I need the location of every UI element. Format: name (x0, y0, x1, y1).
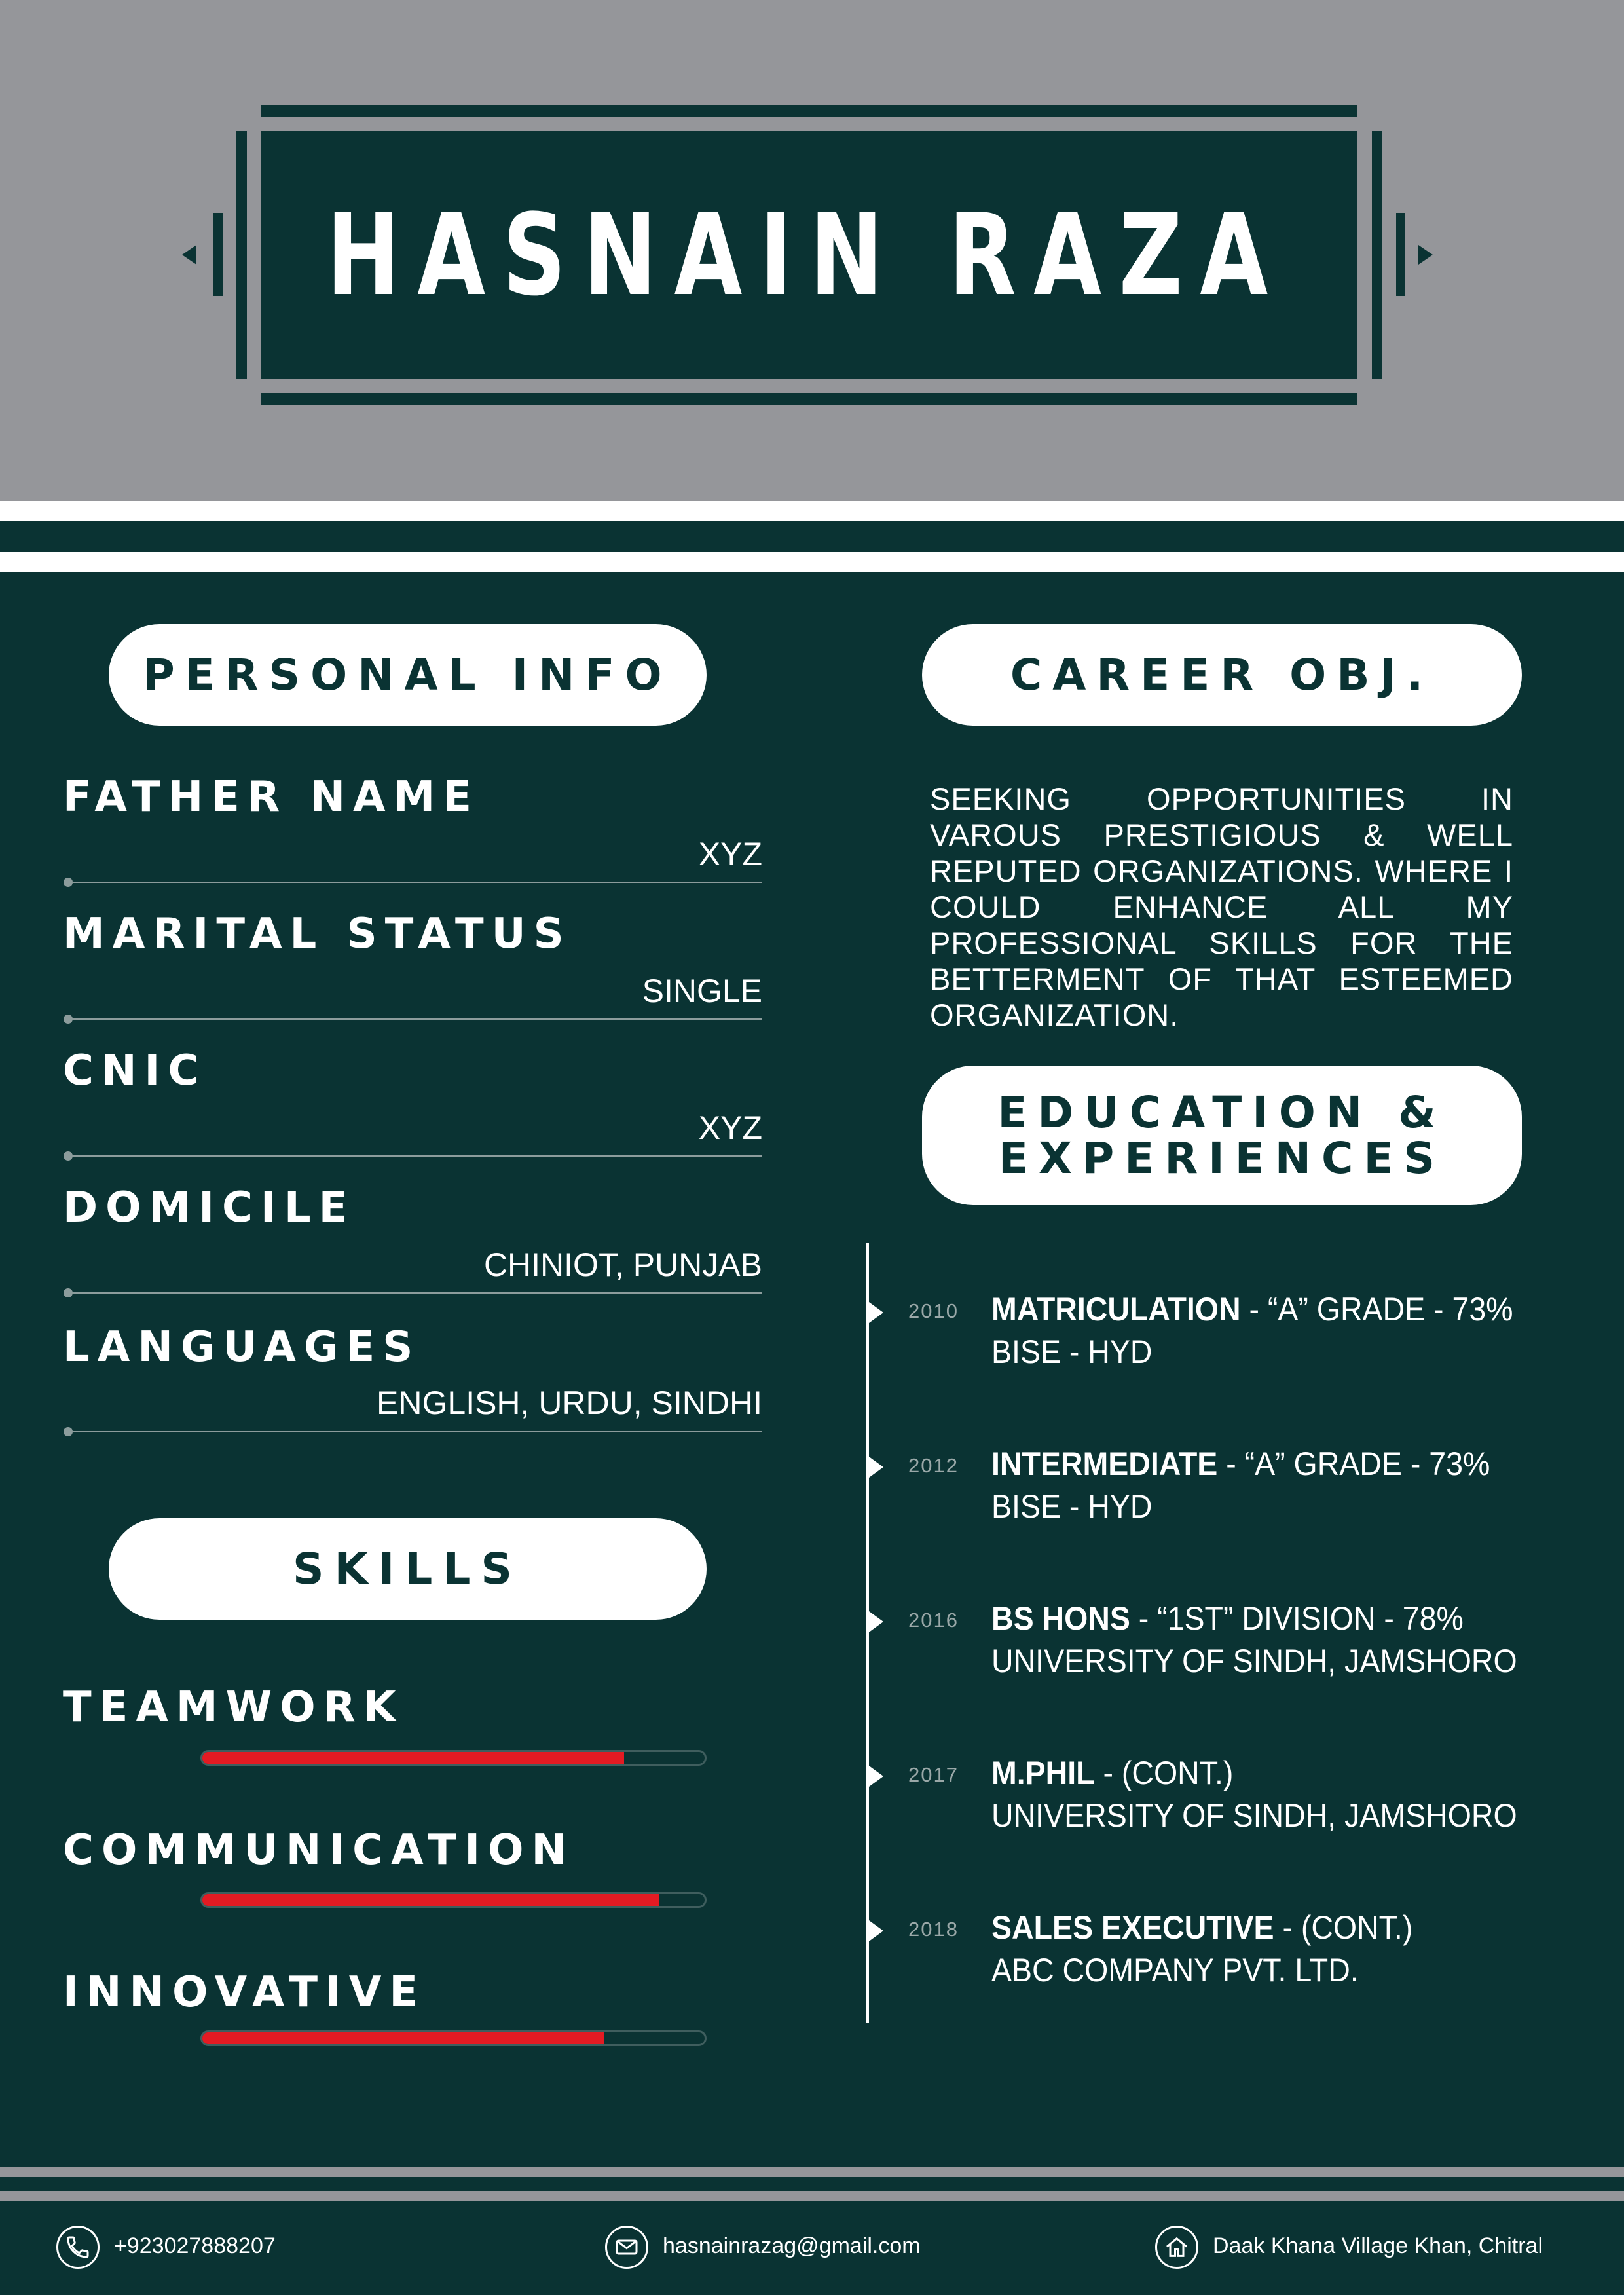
career-heading-text: CAREER OBJ. (1010, 649, 1434, 700)
skill-progress-fill (202, 2032, 604, 2044)
entry-title: SALES EXECUTIVE (991, 1909, 1274, 1946)
divider-stripe-bottom (0, 552, 1624, 572)
entry-title: MATRICULATION (991, 1291, 1241, 1328)
timeline-year: 2016 (908, 1609, 959, 1632)
timeline-year: 2017 (908, 1763, 959, 1786)
phone-icon (56, 2226, 100, 2269)
timeline-title: SALES EXECUTIVE - (CONT.) (991, 1909, 1412, 1947)
career-heading: CAREER OBJ. (922, 624, 1522, 726)
personal-info-heading: PERSONAL INFO (109, 624, 707, 726)
entry-title: INTERMEDIATE (991, 1446, 1218, 1482)
name-plate: HASNAIN RAZA (261, 131, 1357, 379)
field-value: CHINIOT, PUNJAB (483, 1246, 762, 1283)
career-objective-text: SEEKING OPPORTUNITIES IN VAROUS PRESTIGI… (930, 781, 1513, 1032)
skill-progress-fill (202, 1752, 625, 1764)
field-underline (68, 1155, 762, 1157)
skills-heading: SKILLS (109, 1518, 707, 1620)
divider-stripe-top (0, 501, 1624, 521)
footer-stripe-top (0, 2167, 1624, 2177)
field-value: ENGLISH, URDU, SINDHI (377, 1385, 762, 1421)
skill-progress-bar (200, 1892, 707, 1908)
timeline-arrow-icon (869, 1457, 883, 1478)
field-label: FATHER NAME (63, 773, 479, 821)
entry-detail: - “A” GRADE - 73% (1240, 1291, 1513, 1328)
timeline-year: 2010 (908, 1299, 959, 1322)
timeline-year: 2018 (908, 1918, 959, 1941)
field-underline (68, 1018, 762, 1020)
education-heading-line2: EXPERIENCES (998, 1132, 1446, 1184)
entry-detail: - “A” GRADE - 73% (1217, 1446, 1490, 1482)
field-label: CNIC (63, 1047, 207, 1095)
timeline-line (866, 1243, 869, 2023)
skill-progress-bar (200, 1750, 707, 1766)
field-underline (68, 1292, 762, 1294)
field-label: LANGUAGES (63, 1323, 421, 1371)
entry-detail: - (CONT.) (1094, 1755, 1234, 1791)
timeline-arrow-icon (869, 1920, 883, 1941)
timeline-title: INTERMEDIATE - “A” GRADE - 73% (991, 1445, 1490, 1483)
timeline-subtitle: ABC COMPANY PVT. LTD. (991, 1952, 1359, 1988)
timeline-title: BS HONS - “1ST” DIVISION - 78% (991, 1599, 1464, 1637)
name-top-bar (261, 105, 1357, 117)
timeline-subtitle: BISE - HYD (991, 1334, 1153, 1370)
field-underline (68, 882, 762, 883)
footer-email[interactable]: hasnainrazag@gmail.com (663, 2233, 921, 2258)
name-left-bracket (236, 131, 247, 379)
timeline-subtitle: UNIVERSITY OF SINDH, JAMSHORO (991, 1643, 1517, 1679)
skill-progress-fill (202, 1894, 659, 1906)
education-heading-line1: EDUCATION & (997, 1087, 1447, 1138)
footer-phone[interactable]: +923027888207 (114, 2233, 276, 2258)
footer-address: Daak Khana Village Khan, Chitral (1213, 2233, 1543, 2258)
field-value: XYZ (698, 1110, 762, 1146)
skills-heading-text: SKILLS (293, 1543, 523, 1594)
timeline-year: 2012 (908, 1454, 959, 1477)
name-left-small-bracket (213, 213, 223, 296)
timeline-subtitle: UNIVERSITY OF SINDH, JAMSHORO (991, 1797, 1517, 1834)
footer-stripe-bottom (0, 2191, 1624, 2201)
field-label: DOMICILE (63, 1184, 356, 1232)
field-underline (68, 1431, 762, 1432)
right-arrow-icon (1418, 245, 1433, 265)
personal-info-heading-text: PERSONAL INFO (143, 649, 673, 700)
education-heading: EDUCATION & EXPERIENCES (922, 1066, 1522, 1205)
name-right-small-bracket (1396, 213, 1405, 296)
skill-label: COMMUNICATION (63, 1826, 575, 1875)
timeline-arrow-icon (869, 1302, 883, 1323)
field-value: SINGLE (642, 973, 762, 1009)
timeline-arrow-icon (869, 1766, 883, 1787)
entry-detail: - “1ST” DIVISION - 78% (1130, 1600, 1464, 1637)
name-right-bracket (1372, 131, 1382, 379)
field-label: MARITAL STATUS (63, 910, 572, 958)
skill-label: INNOVATIVE (63, 1968, 426, 2017)
person-name: HASNAIN RAZA (326, 189, 1286, 321)
timeline-title: M.PHIL - (CONT.) (991, 1754, 1233, 1792)
left-arrow-icon (182, 245, 196, 265)
timeline-subtitle: BISE - HYD (991, 1488, 1153, 1525)
mail-icon (605, 2226, 648, 2269)
name-bottom-bar (261, 393, 1357, 405)
skill-progress-bar (200, 2030, 707, 2046)
home-icon (1155, 2226, 1198, 2269)
timeline-title: MATRICULATION - “A” GRADE - 73% (991, 1290, 1513, 1328)
entry-title: BS HONS (991, 1600, 1130, 1637)
timeline-arrow-icon (869, 1611, 883, 1632)
field-value: XYZ (698, 836, 762, 872)
skill-label: TEAMWORK (63, 1683, 404, 1732)
entry-detail: - (CONT.) (1274, 1909, 1413, 1946)
entry-title: M.PHIL (991, 1755, 1095, 1791)
